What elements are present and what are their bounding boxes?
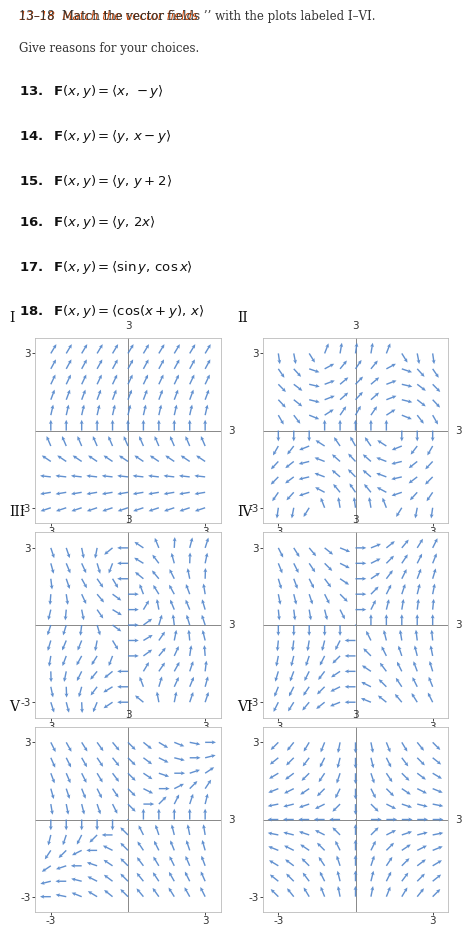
Text: 3: 3 — [125, 515, 131, 525]
Text: $\bf{17.}$  $\bf{F}$$(x, y) = \langle\sin y,\,\cos x\rangle$: $\bf{17.}$ $\bf{F}$$(x, y) = \langle\sin… — [19, 258, 193, 276]
Text: 3: 3 — [456, 620, 462, 630]
Text: IV: IV — [237, 506, 252, 519]
Text: 3: 3 — [228, 426, 235, 435]
Text: 3: 3 — [352, 709, 359, 720]
Text: V: V — [9, 700, 19, 714]
Text: 3: 3 — [228, 815, 235, 824]
Text: 3: 3 — [456, 815, 462, 824]
Text: 3: 3 — [352, 320, 359, 331]
Text: $\bf{13.}$  $\bf{F}$$(x, y) = \langle x,\,-y\rangle$: $\bf{13.}$ $\bf{F}$$(x, y) = \langle x,\… — [19, 83, 164, 100]
Text: 13–18  Match the vector fields: 13–18 Match the vector fields — [19, 9, 202, 22]
Text: Give reasons for your choices.: Give reasons for your choices. — [19, 42, 199, 55]
Text: $\bf{16.}$  $\bf{F}$$(x, y) = \langle y,\,2x\rangle$: $\bf{16.}$ $\bf{F}$$(x, y) = \langle y,\… — [19, 214, 156, 232]
Text: VI: VI — [237, 700, 252, 714]
Text: II: II — [237, 311, 248, 325]
Text: $\bf{18.}$  $\bf{F}$$(x, y) = \langle\cos(x + y),\,x\rangle$: $\bf{18.}$ $\bf{F}$$(x, y) = \langle\cos… — [19, 304, 204, 320]
Text: 3: 3 — [125, 320, 131, 331]
Text: III: III — [9, 506, 26, 519]
Text: $\bf{14.}$  $\bf{F}$$(x, y) = \langle y,\,x - y\rangle$: $\bf{14.}$ $\bf{F}$$(x, y) = \langle y,\… — [19, 128, 172, 144]
Text: 3: 3 — [125, 709, 131, 720]
Text: 3: 3 — [456, 426, 462, 435]
Text: 3: 3 — [228, 620, 235, 630]
Text: 3: 3 — [352, 515, 359, 525]
Text: $\bf{15.}$  $\bf{F}$$(x, y) = \langle y,\,y + 2\rangle$: $\bf{15.}$ $\bf{F}$$(x, y) = \langle y,\… — [19, 172, 172, 190]
Text: I: I — [9, 311, 15, 325]
Text: 13–18  Match the vector fields ’’ with the plots labeled I–VI.: 13–18 Match the vector fields ’’ with th… — [19, 9, 375, 22]
